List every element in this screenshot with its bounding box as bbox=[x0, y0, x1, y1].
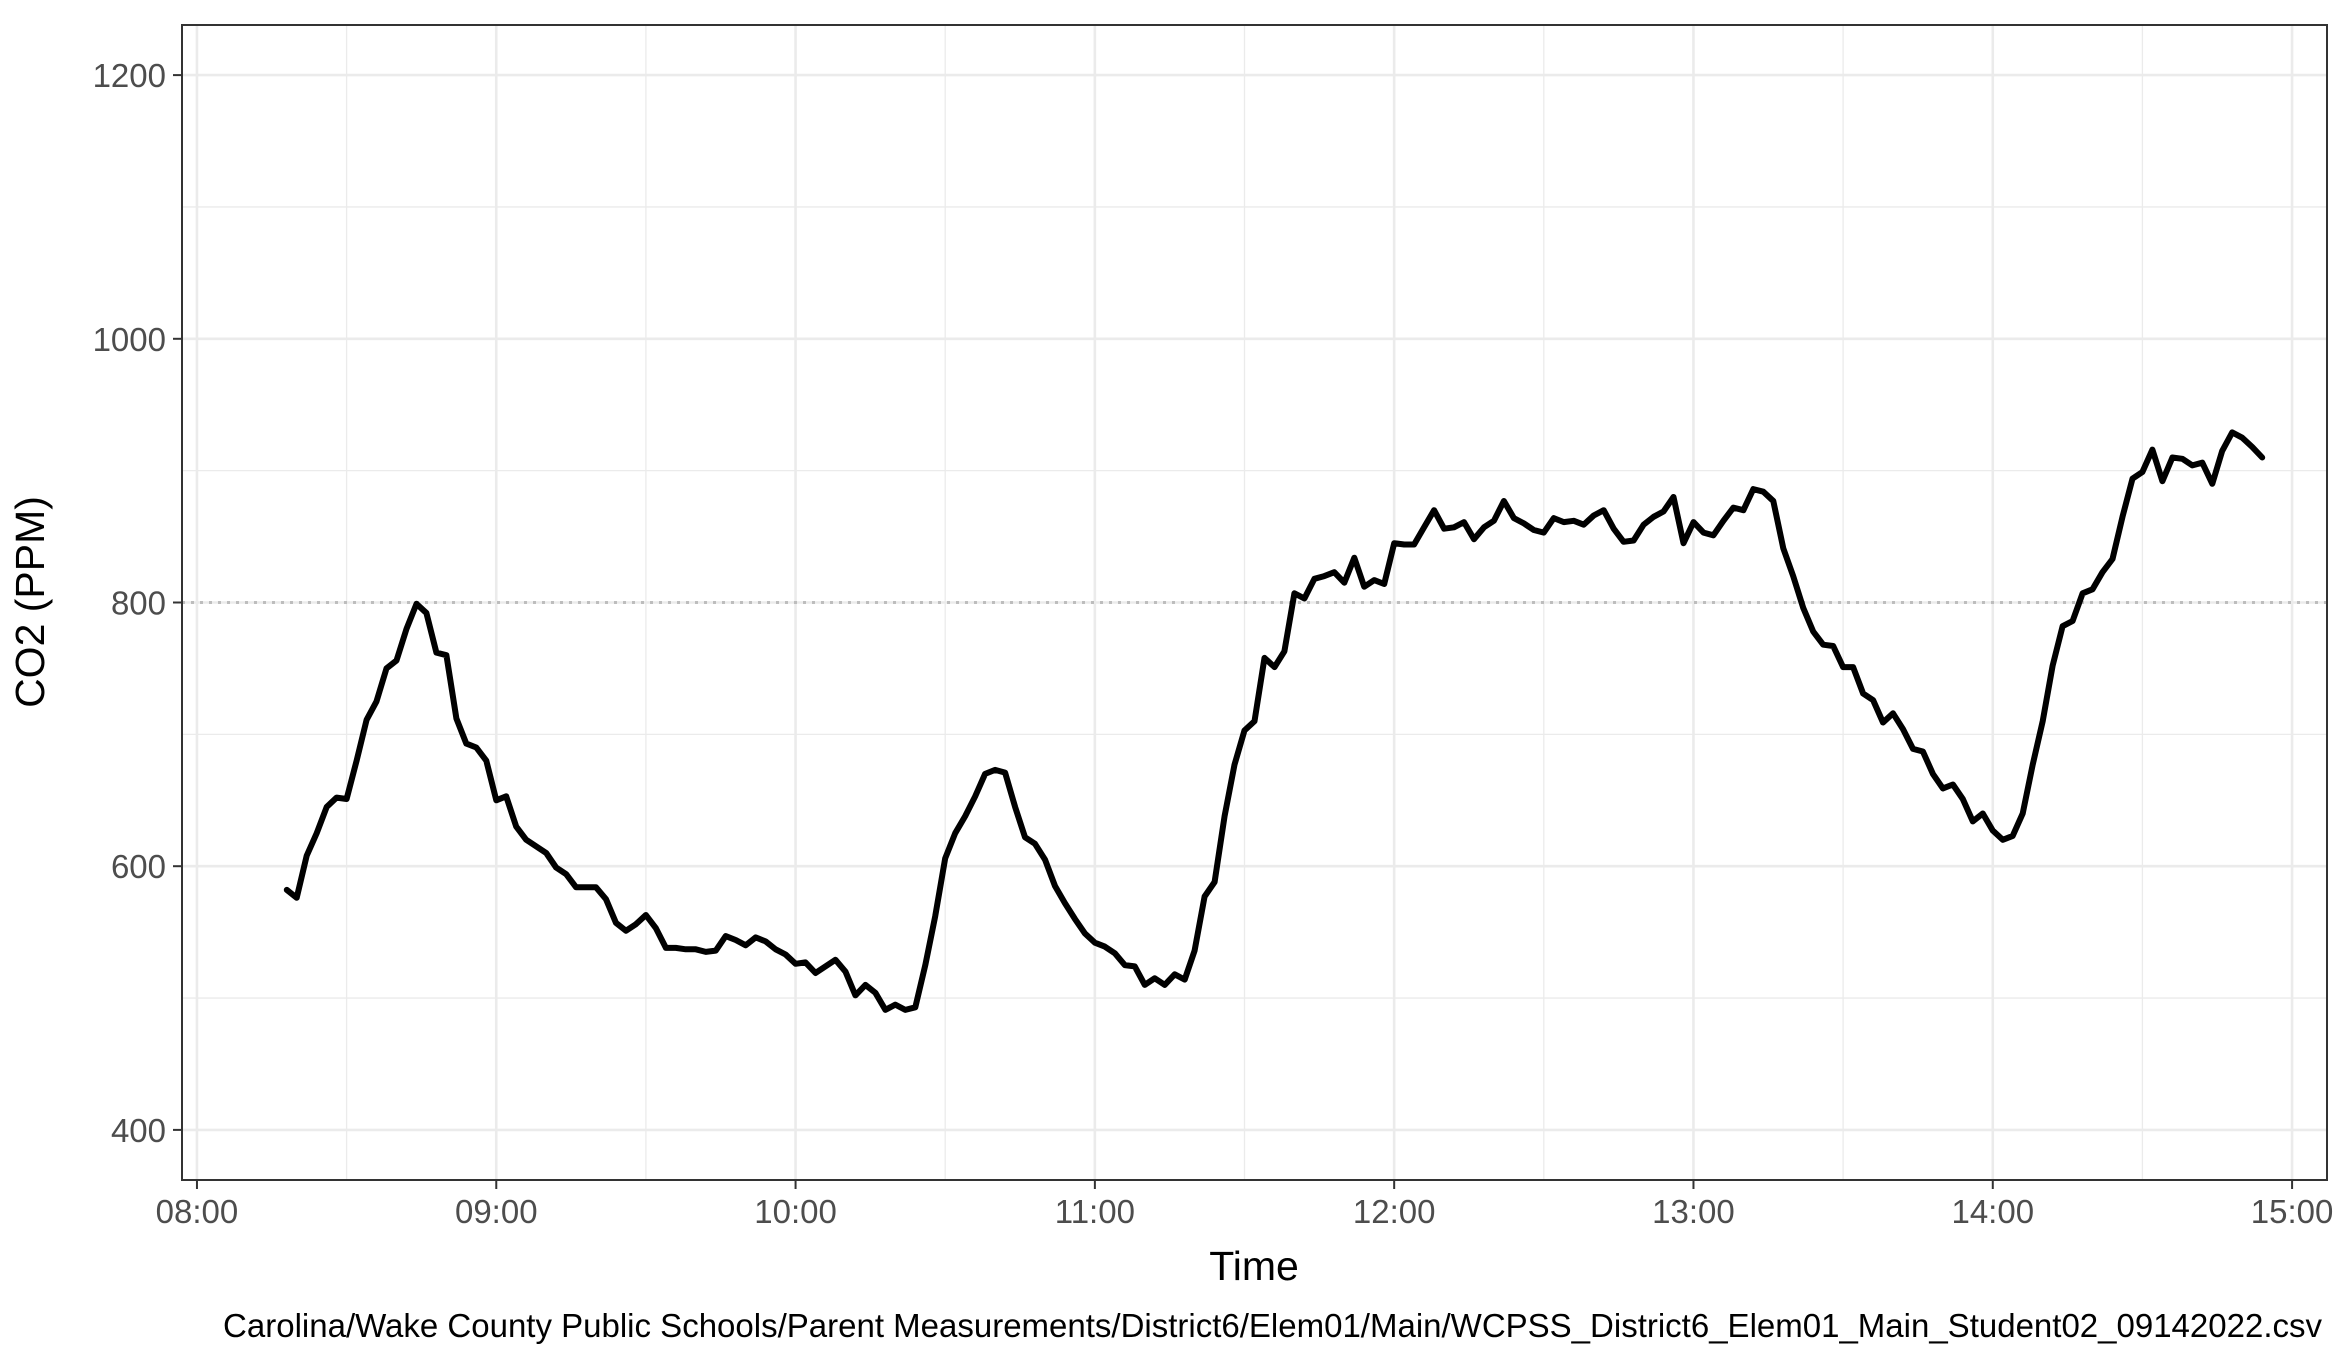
x-tick-label: 13:00 bbox=[1652, 1193, 1735, 1230]
x-tick-label: 09:00 bbox=[455, 1193, 538, 1230]
x-axis-title: Time bbox=[1209, 1243, 1299, 1289]
y-axis-title: CO2 (PPM) bbox=[7, 496, 53, 708]
x-tick-label: 08:00 bbox=[156, 1193, 239, 1230]
y-tick-label: 1000 bbox=[93, 321, 166, 358]
x-tick-label: 11:00 bbox=[1055, 1193, 1135, 1230]
x-tick-label: 14:00 bbox=[1951, 1193, 2034, 1230]
y-tick-label: 400 bbox=[111, 1112, 166, 1149]
chart-caption: Carolina/Wake County Public Schools/Pare… bbox=[223, 1307, 2322, 1344]
y-tick-label: 1200 bbox=[93, 57, 166, 94]
y-axis-ticks: 400 600 800 1000 1200 bbox=[93, 57, 182, 1149]
x-axis-ticks: 08:00 09:00 10:00 11:00 12:00 13:00 14:00 15:00 bbox=[156, 1180, 2334, 1230]
y-tick-label: 600 bbox=[111, 848, 166, 885]
co2-series-line bbox=[283, 429, 2266, 1013]
x-tick-label: 15:00 bbox=[2251, 1193, 2334, 1230]
x-tick-label: 10:00 bbox=[754, 1193, 837, 1230]
y-tick-label: 800 bbox=[111, 585, 166, 622]
x-tick-label: 12:00 bbox=[1353, 1193, 1436, 1230]
